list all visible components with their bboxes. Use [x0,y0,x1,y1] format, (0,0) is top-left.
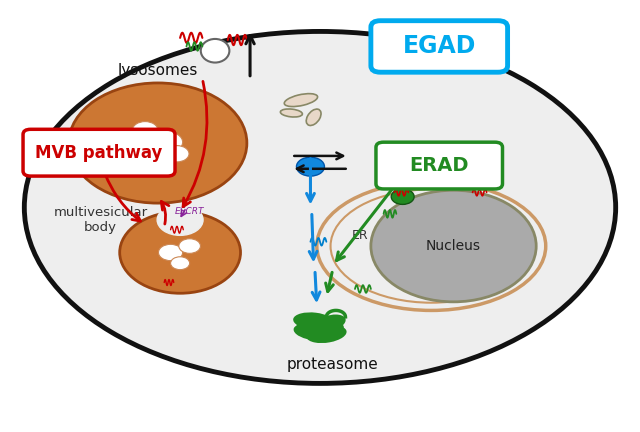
Circle shape [179,239,200,253]
Circle shape [120,212,241,293]
Circle shape [152,132,182,152]
Ellipse shape [280,109,302,117]
Circle shape [165,146,189,162]
Text: proteasome: proteasome [287,356,379,372]
FancyBboxPatch shape [23,129,175,176]
Circle shape [296,157,324,176]
Text: ERAD: ERAD [410,156,469,175]
Text: ESCRT: ESCRT [175,207,204,216]
Ellipse shape [314,314,346,332]
Text: EGAD: EGAD [403,35,476,58]
Circle shape [371,190,536,302]
Ellipse shape [284,94,317,107]
Text: MVB pathway: MVB pathway [35,144,163,162]
Text: ER: ER [352,229,369,242]
Ellipse shape [306,325,347,343]
Ellipse shape [293,312,334,330]
Text: Nucleus: Nucleus [426,239,481,253]
Ellipse shape [294,324,327,340]
Circle shape [171,257,189,270]
FancyBboxPatch shape [376,142,502,189]
Ellipse shape [24,32,616,383]
Text: lysosomes: lysosomes [118,63,198,78]
Circle shape [159,245,182,260]
Ellipse shape [201,39,229,63]
Circle shape [391,189,414,204]
Circle shape [111,129,134,144]
Ellipse shape [296,317,344,338]
Circle shape [69,83,247,203]
Text: multivesicular
body: multivesicular body [54,206,148,234]
Circle shape [116,143,149,165]
Circle shape [132,121,158,139]
Circle shape [157,204,203,235]
Ellipse shape [307,109,321,125]
Circle shape [148,156,168,169]
FancyBboxPatch shape [371,21,508,72]
